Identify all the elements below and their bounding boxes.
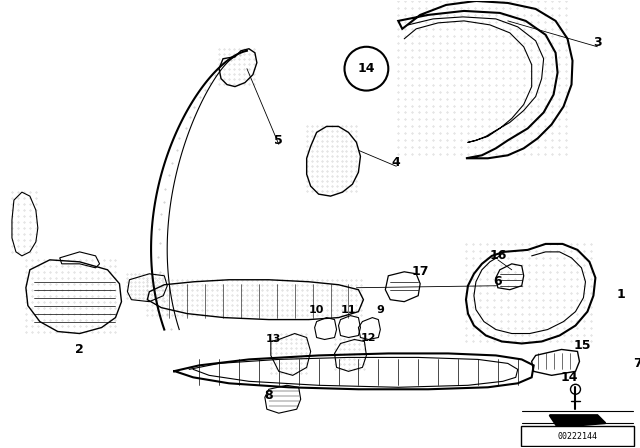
Text: 3: 3	[593, 36, 602, 49]
Text: 1: 1	[617, 288, 626, 301]
Text: 2: 2	[76, 343, 84, 356]
Text: 16: 16	[489, 250, 506, 263]
Text: 14: 14	[358, 62, 375, 75]
Text: 8: 8	[264, 389, 273, 402]
Text: 9: 9	[376, 305, 384, 314]
Text: 14: 14	[561, 371, 579, 384]
Text: 5: 5	[275, 134, 283, 147]
FancyBboxPatch shape	[521, 426, 634, 446]
Text: 4: 4	[392, 156, 401, 169]
Text: 12: 12	[361, 332, 376, 343]
Text: 10: 10	[309, 305, 324, 314]
Text: 6: 6	[493, 275, 502, 288]
Text: 7: 7	[633, 357, 640, 370]
Text: 17: 17	[412, 265, 429, 278]
Text: 15: 15	[573, 339, 591, 352]
Polygon shape	[550, 415, 605, 427]
Text: 00222144: 00222144	[557, 431, 598, 440]
Text: 11: 11	[340, 305, 356, 314]
Text: 13: 13	[266, 335, 282, 345]
